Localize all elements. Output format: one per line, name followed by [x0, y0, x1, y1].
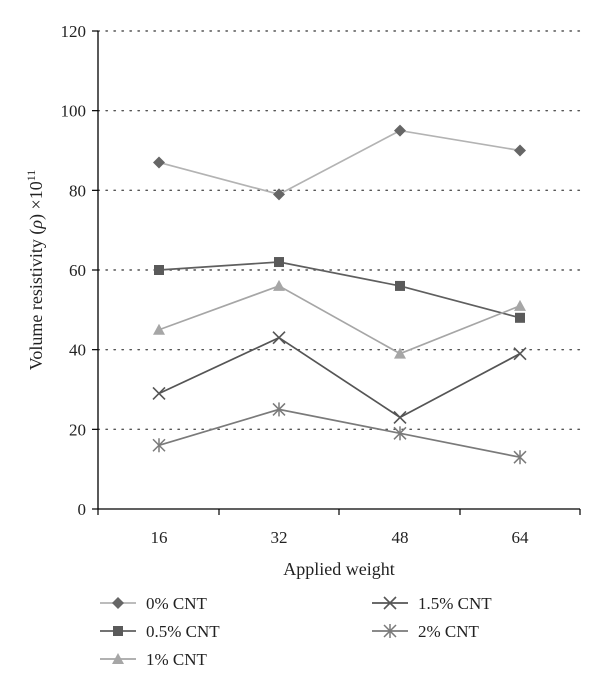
- diamond-marker: [273, 188, 285, 201]
- y-axis-title-close: ) ×10: [26, 181, 47, 220]
- legend-item: 0.5% CNT: [100, 622, 220, 641]
- x-marker-stroke: [513, 347, 527, 361]
- square-marker: [395, 280, 405, 291]
- triangle-marker: [153, 323, 165, 335]
- y-tick-label: 40: [69, 341, 86, 360]
- y-tick-label: 0: [78, 500, 87, 519]
- triangle-marker: [394, 347, 406, 359]
- series-line: [158, 408, 521, 459]
- series: [154, 257, 525, 323]
- triangle-marker: [273, 279, 285, 291]
- triangle-marker: [112, 653, 124, 664]
- gridlines: [97, 30, 581, 431]
- x-tick-label: 48: [392, 528, 409, 547]
- series: [152, 331, 527, 424]
- x-tick-label: 64: [512, 528, 530, 547]
- square-marker: [274, 257, 284, 268]
- x-axis-title: Applied weight: [283, 559, 394, 579]
- square-marker: [113, 626, 123, 636]
- legend-item: 2% CNT: [372, 622, 480, 641]
- y-axis-title: Volume resistivity (ρ) ×1011: [24, 170, 47, 371]
- x-marker: [393, 410, 407, 424]
- legend-label: 1.5% CNT: [418, 594, 492, 613]
- square-marker: [515, 312, 525, 323]
- series-line: [158, 336, 521, 419]
- asterisk-marker: [383, 624, 397, 638]
- y-ticks: 0 20 40 60 80 100 120: [61, 22, 98, 519]
- asterisk-marker: [272, 402, 286, 417]
- y-axis-title-exponent: 11: [24, 170, 38, 182]
- series: [152, 402, 527, 465]
- series-line: [158, 261, 521, 319]
- triangle-marker: [514, 299, 526, 311]
- series: [153, 279, 526, 359]
- legend-item: 0% CNT: [100, 594, 208, 613]
- x-marker: [513, 347, 527, 361]
- y-tick-label: 20: [69, 420, 86, 439]
- x-marker-stroke: [383, 596, 397, 610]
- series-layer: [152, 124, 527, 465]
- asterisk-marker: [152, 438, 166, 453]
- x-marker: [152, 386, 166, 401]
- legend-label: 1% CNT: [146, 650, 208, 669]
- diamond-marker: [394, 124, 406, 137]
- y-axis-title-main: Volume resistivity (: [26, 229, 47, 371]
- legend-item: 1% CNT: [100, 650, 208, 669]
- diamond-marker: [112, 597, 124, 609]
- legend-item: 1.5% CNT: [372, 594, 492, 613]
- legend-label: 2% CNT: [418, 622, 480, 641]
- x-ticks: 16 32 48 64: [97, 509, 581, 547]
- x-tick-label: 32: [271, 528, 288, 547]
- y-tick-label: 60: [69, 261, 86, 280]
- legend-label: 0% CNT: [146, 594, 208, 613]
- asterisk-marker: [393, 426, 407, 441]
- square-marker: [154, 265, 164, 275]
- x-marker-stroke: [152, 386, 166, 401]
- diamond-marker: [514, 144, 526, 157]
- x-marker-stroke: [393, 410, 407, 424]
- y-tick-label: 80: [69, 181, 86, 200]
- y-tick-label: 100: [61, 102, 87, 121]
- x-marker-stroke: [272, 331, 286, 345]
- x-marker: [383, 596, 397, 610]
- series-line: [158, 285, 521, 355]
- y-tick-label: 120: [61, 22, 87, 41]
- x-tick-label: 16: [151, 528, 168, 547]
- legend: 0% CNT 0.5% CNT 1% CNT 1.5% CNT 2% CNT: [100, 594, 492, 669]
- series: [153, 124, 526, 201]
- legend-label: 0.5% CNT: [146, 622, 220, 641]
- series-line: [158, 129, 521, 196]
- diamond-marker: [153, 156, 165, 169]
- y-axis-title-rho: ρ: [26, 220, 46, 230]
- x-marker: [272, 331, 286, 345]
- asterisk-marker: [513, 450, 527, 465]
